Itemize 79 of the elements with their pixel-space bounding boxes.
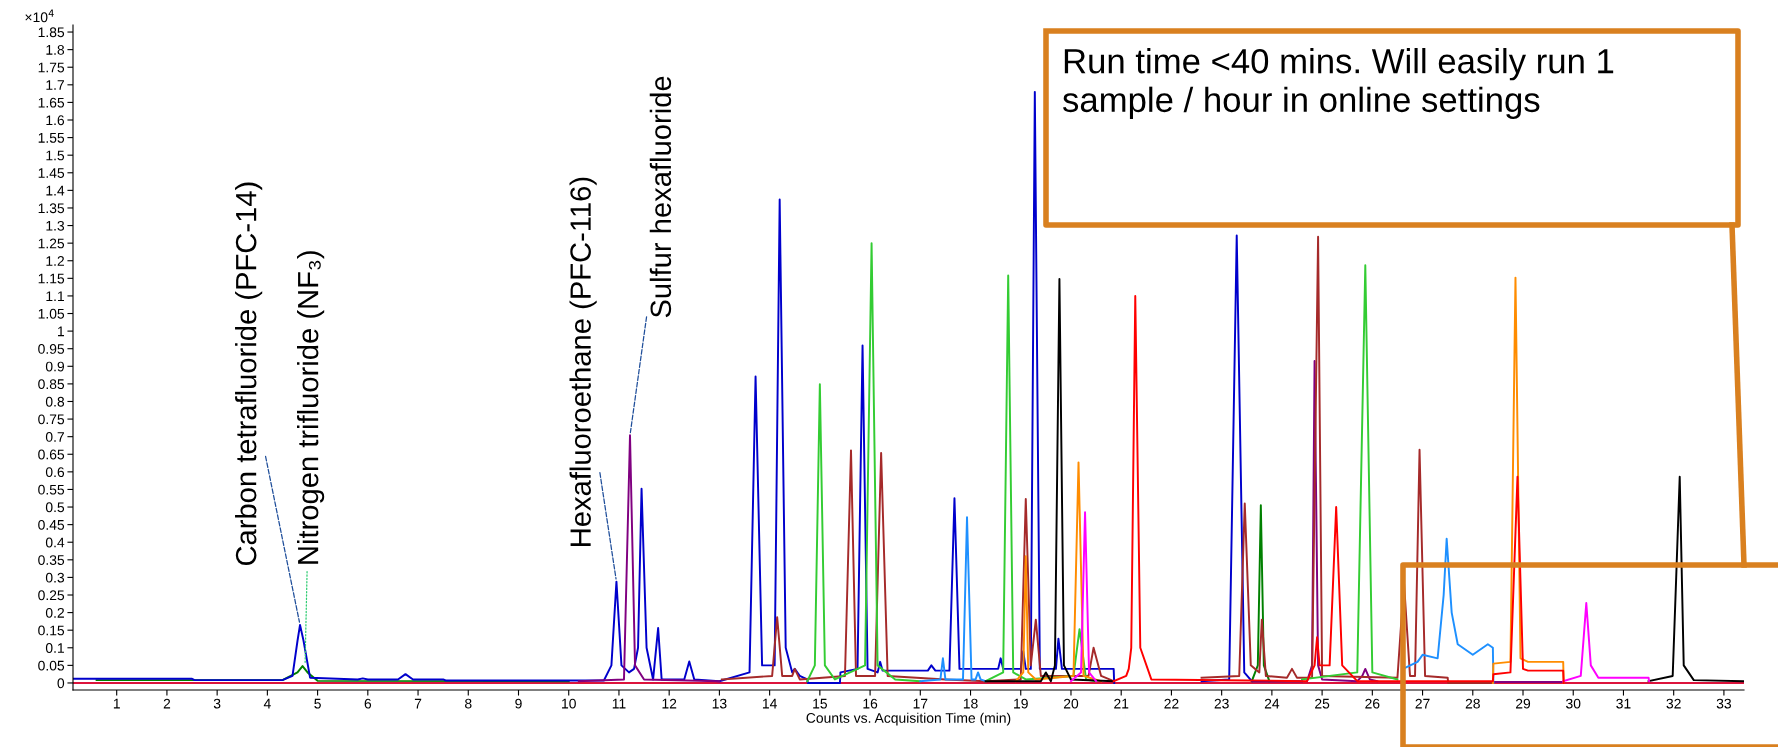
line-series (1112, 294, 1565, 684)
y-tick-label: 1.75 (38, 62, 65, 73)
y-tick-label: 0.3 (45, 572, 65, 583)
x-tick-label: 12 (662, 698, 677, 709)
x-tick-label: 19 (1014, 698, 1028, 709)
x-tick-label: 26 (1365, 698, 1380, 709)
x-tick-label: 14 (762, 698, 777, 709)
y-tick-label: 0.5 (45, 502, 65, 513)
x-tick-label: 9 (515, 698, 522, 709)
x-tick-label: 8 (465, 698, 472, 709)
y-tick-label: 1.05 (38, 308, 65, 319)
y-tick-label: 0.2 (45, 607, 64, 618)
x-tick-label: 2 (163, 698, 171, 709)
x-tick-label: 7 (414, 698, 422, 709)
x-tick-label: 23 (1214, 698, 1229, 709)
y-tick-label: 0.15 (38, 625, 65, 636)
x-tick-label: 29 (1515, 698, 1531, 709)
annotation: Run time <40 mins. Will easily run 1 sample / hour in online settings (1062, 48, 1614, 120)
y-tick-label: 1.7 (46, 80, 64, 90)
y-tick-label: 0.85 (38, 379, 65, 390)
annotation: Hexafluoroethane (PFC-116) (569, 177, 597, 546)
x-tick-label: 4 (263, 698, 271, 709)
y-tick-label: 1.45 (38, 168, 65, 178)
annotation: Sulfur hexafluoride (649, 76, 672, 318)
x-axis-title: Counts vs. Acquisition Time (min) (806, 712, 1011, 726)
x-tick-label: 1 (113, 698, 120, 709)
x-tick-label: 10 (562, 698, 576, 709)
annotation: Nitrogen trifluoride (NF₃) (297, 251, 325, 564)
x-tick-label: 31 (1616, 698, 1631, 709)
x-tick-label: 17 (913, 698, 928, 709)
y-tick-label: 1.8 (46, 44, 65, 55)
x-tick-label: 16 (863, 698, 878, 709)
x-tick-label: 13 (712, 698, 727, 709)
y-tick-label: 1.55 (38, 133, 65, 143)
y-tick-label: 0.7 (45, 432, 64, 442)
y-tick-label: 0.05 (38, 660, 65, 671)
y-tick-label: 0.8 (45, 396, 65, 407)
y-tick-label: 1.1 (46, 291, 64, 301)
annotation: Carbon tetrafluoride (PFC-14) (235, 182, 263, 566)
x-tick-label: 3 (213, 698, 221, 709)
y-tick-label: 1 (58, 326, 64, 337)
y-tick-label: 1.65 (38, 97, 65, 108)
y-tick-label: 0.65 (38, 449, 65, 460)
x-tick-label: 27 (1415, 698, 1430, 709)
x-tick-label: 33 (1716, 698, 1732, 709)
y-tick-label: 1.85 (38, 27, 65, 38)
y-tick-label: 0.95 (38, 344, 65, 354)
x-tick-label: 5 (314, 698, 321, 709)
y-tick-label: 0.4 (45, 537, 65, 548)
y-tick-label: 1.35 (38, 203, 65, 214)
x-tick-label: 20 (1063, 698, 1079, 709)
x-tick-label: 25 (1315, 698, 1330, 709)
y-tick-label: 1.25 (38, 238, 65, 249)
y-axis-title: ×10$^{4}$ (25, 9, 54, 23)
y-tick-label: 1.5 (46, 150, 65, 161)
y-tick-label: 1.15 (38, 273, 65, 284)
x-tick-label: 11 (612, 698, 626, 709)
y-tick-label: 0.25 (38, 590, 65, 601)
x-tick-label: 21 (1114, 698, 1129, 709)
y-tick-label: 0.1 (45, 643, 64, 653)
y-tick-label: 0.35 (38, 555, 65, 565)
y-tick-label: 0.9 (45, 361, 65, 372)
y-tick-label: 0.6 (45, 467, 65, 478)
x-tick-label: 24 (1264, 698, 1280, 709)
x-tick-label: 28 (1465, 698, 1480, 709)
x-tick-label: 6 (364, 698, 372, 709)
x-tick-label: 15 (813, 698, 827, 709)
y-tick-label: 1.2 (46, 256, 64, 266)
x-tick-label: 18 (963, 698, 978, 709)
y-tick-label: 0.45 (38, 519, 65, 530)
y-tick-label: 0 (57, 678, 65, 689)
y-tick-label: 1.3 (46, 220, 65, 231)
x-tick-label: 22 (1164, 698, 1179, 709)
y-tick-label: 1.4 (46, 185, 65, 196)
x-tick-label: 30 (1566, 698, 1581, 709)
y-tick-label: 0.75 (38, 414, 65, 425)
y-tick-label: 1.6 (46, 115, 65, 126)
y-tick-label: 0.55 (38, 484, 65, 495)
x-tick-label: 32 (1666, 698, 1681, 709)
